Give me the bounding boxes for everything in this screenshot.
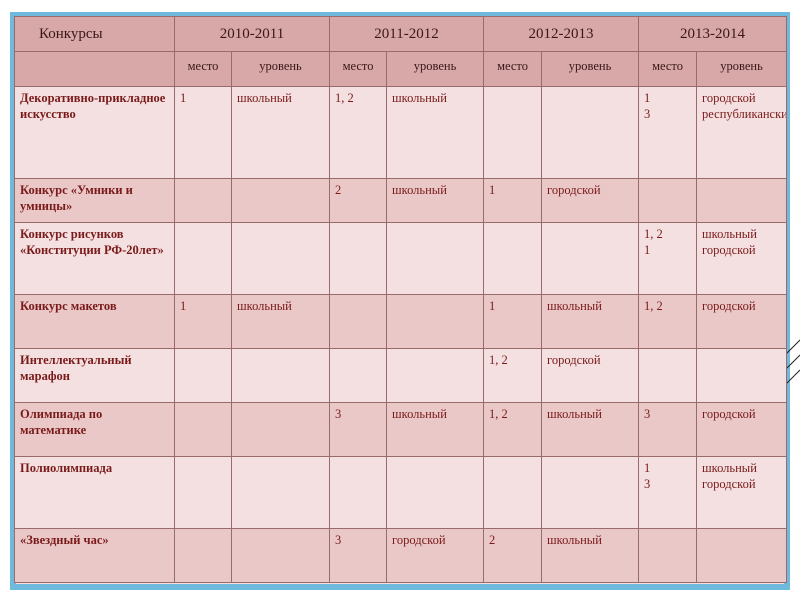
place-cell: [483, 456, 543, 529]
place-cell: 3: [638, 402, 698, 457]
table-row: «Звездный час» 3 городской 2 школьный: [14, 528, 788, 583]
level-cell: [230, 456, 331, 529]
place-cell: 2: [483, 528, 543, 583]
contest-name-cell: Олимпиада по математике: [14, 402, 175, 457]
place-cell: 1, 2: [483, 348, 543, 403]
level-cell: школьный: [230, 294, 331, 349]
place-cell: 1 3: [638, 86, 698, 179]
place-cell: [638, 178, 698, 223]
header-row-years: Конкурсы 2010-2011 2011-2012 2012-2013 2…: [14, 16, 788, 52]
level-cell: [386, 348, 485, 403]
place-cell: [638, 348, 698, 403]
level-cell: городской республиканский: [696, 86, 788, 179]
place-cell: 1, 2: [483, 402, 543, 457]
place-header: место: [329, 51, 388, 87]
place-header: место: [483, 51, 543, 87]
place-cell: [483, 86, 543, 179]
table-row: Полиолимпиада 1 3 школьный городской: [14, 456, 788, 529]
contests-header: Конкурсы: [14, 16, 175, 52]
level-header: уровень: [541, 51, 640, 87]
level-cell: школьный: [541, 294, 640, 349]
place-cell: [174, 222, 232, 295]
place-header: место: [638, 51, 698, 87]
place-cell: 1: [483, 294, 543, 349]
level-cell: [696, 178, 788, 223]
place-cell: [329, 294, 388, 349]
place-cell: 1 3: [638, 456, 698, 529]
level-cell: [386, 222, 485, 295]
level-cell: школьный: [541, 528, 640, 583]
place-header: место: [174, 51, 232, 87]
level-cell: городской: [541, 348, 640, 403]
place-cell: [329, 456, 388, 529]
place-cell: 3: [329, 528, 388, 583]
level-cell: [230, 528, 331, 583]
level-cell: городской: [696, 402, 788, 457]
contest-name-cell: Конкурс «Умники и умницы»: [14, 178, 175, 223]
year-header: 2010-2011: [173, 16, 331, 52]
place-cell: [329, 348, 388, 403]
year-header: 2011-2012: [329, 16, 485, 52]
header-row-subcols: место уровень место уровень место уровен…: [14, 51, 788, 87]
level-cell: [230, 348, 331, 403]
contest-name-cell: Конкурс макетов: [14, 294, 175, 349]
level-cell: [230, 178, 331, 223]
place-cell: 1, 2 1: [638, 222, 698, 295]
place-cell: 1, 2: [638, 294, 698, 349]
level-cell: школьный городской: [696, 222, 788, 295]
empty-header-cell: [14, 51, 175, 87]
place-cell: 1, 2: [329, 86, 388, 179]
contest-name-cell: Интеллектуальный марафон: [14, 348, 175, 403]
contests-table: Конкурсы 2010-2011 2011-2012 2012-2013 2…: [14, 16, 788, 583]
place-cell: 1: [483, 178, 543, 223]
level-header: уровень: [230, 51, 331, 87]
place-cell: 1: [174, 294, 232, 349]
place-cell: 1: [174, 86, 232, 179]
level-cell: [230, 222, 331, 295]
place-cell: 2: [329, 178, 388, 223]
year-header: 2013-2014: [638, 16, 788, 52]
level-cell: [386, 294, 485, 349]
level-cell: [230, 402, 331, 457]
year-header: 2012-2013: [483, 16, 640, 52]
level-cell: [541, 86, 640, 179]
place-cell: [329, 222, 388, 295]
place-cell: [174, 178, 232, 223]
level-cell: школьный: [230, 86, 331, 179]
place-cell: [174, 456, 232, 529]
place-cell: [638, 528, 698, 583]
table-row: Конкурс рисунков «Конституции РФ-20лет» 1…: [14, 222, 788, 295]
contest-name-cell: «Звездный час»: [14, 528, 175, 583]
table-row: Декоративно-прикладное искусство 1 школьны…: [14, 86, 788, 179]
level-cell: городской: [696, 294, 788, 349]
level-cell: [541, 456, 640, 529]
level-header: уровень: [386, 51, 485, 87]
contest-name-cell: Конкурс рисунков «Конституции РФ-20лет»: [14, 222, 175, 295]
place-cell: [174, 348, 232, 403]
contest-name-cell: Полиолимпиада: [14, 456, 175, 529]
place-cell: 3: [329, 402, 388, 457]
level-cell: школьный: [386, 178, 485, 223]
contest-name-cell: Декоративно-прикладное искусство: [14, 86, 175, 179]
level-cell: [541, 222, 640, 295]
table-row: Интеллектуальный марафон 1, 2 городской: [14, 348, 788, 403]
table-row: Олимпиада по математике 3 школьный 1, 2 школ…: [14, 402, 788, 457]
table-row: Конкурс «Умники и умницы» 2 школьный 1 город…: [14, 178, 788, 223]
level-cell: школьный: [386, 86, 485, 179]
level-cell: [696, 348, 788, 403]
level-cell: городской: [541, 178, 640, 223]
place-cell: [174, 402, 232, 457]
level-cell: городской: [386, 528, 485, 583]
level-cell: школьный: [541, 402, 640, 457]
level-cell: [696, 528, 788, 583]
level-cell: [386, 456, 485, 529]
place-cell: [483, 222, 543, 295]
place-cell: [174, 528, 232, 583]
level-cell: школьный: [386, 402, 485, 457]
level-header: уровень: [696, 51, 788, 87]
level-cell: школьный городской: [696, 456, 788, 529]
table-row: Конкурс макетов 1 школьный 1 школьный 1, 2 гор…: [14, 294, 788, 349]
